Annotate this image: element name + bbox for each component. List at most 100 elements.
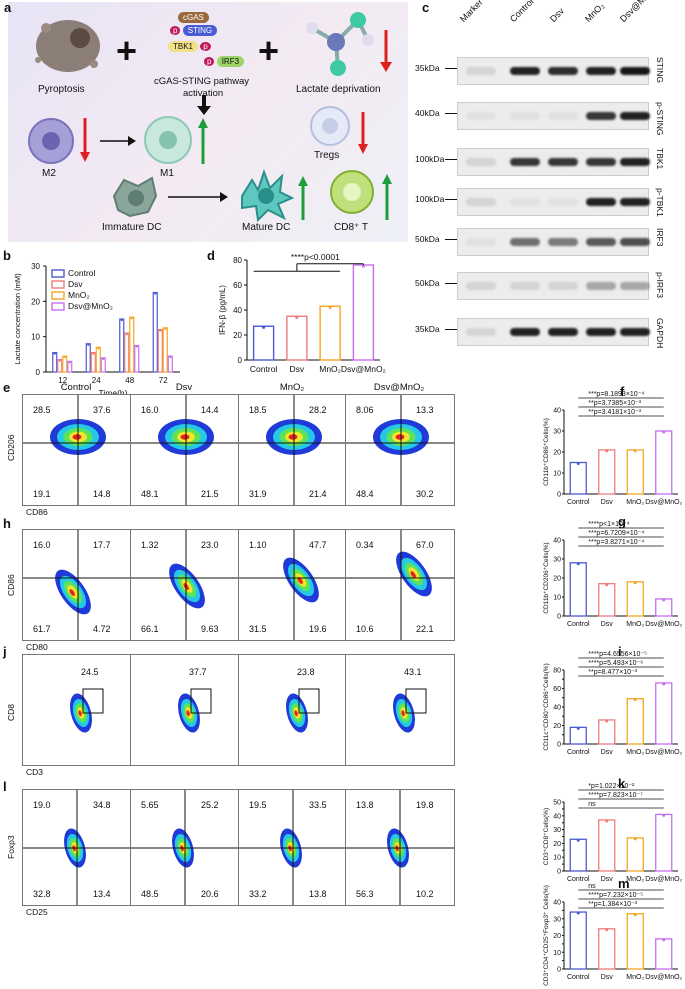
blot-band [620,67,650,75]
weight-tick [445,329,459,330]
blot-band [510,67,540,75]
blot-band [466,158,496,166]
protein-label: GAPDH [655,318,665,349]
flow-plot: 37.7 [130,654,240,766]
gate-box [405,688,427,714]
y-tick-label: 40 [553,900,561,907]
panel-letter: m [618,876,630,891]
density-layer [294,710,298,717]
flow-plot: 24.5 [22,654,132,766]
panel-letter: b [3,248,11,263]
y-axis-label: CD11b⁺CD206⁺Cells(%) [543,542,550,613]
quadrant-value: 4.72 [93,624,111,634]
sting-node: p STING [170,25,218,36]
blot-band [548,198,578,206]
y-tick-label: 10 [553,950,561,957]
quadrant-value: 14.8 [93,489,111,499]
quadrant-value: 31.5 [249,624,267,634]
gate-value: 23.8 [297,667,315,677]
quadrant-value: 28.5 [33,405,51,415]
quadrant-value: 14.4 [201,405,219,415]
x-tick-label: MnO₂ [626,876,644,883]
quadrant-value: 66.1 [141,624,159,634]
x-tick-label: MnO₂ [626,499,644,506]
blot-band [548,282,578,290]
phospho-marker: p [200,42,211,51]
density-blob [169,563,205,609]
panel-letter: l [3,779,7,794]
legend-swatch [51,280,65,289]
data-point [120,318,123,322]
bar [286,315,308,361]
column-title: Dsv [175,382,193,393]
quadrant-value: 31.9 [249,489,267,499]
quadrant-value: 48.4 [356,489,374,499]
density-blob [55,569,91,615]
flow-plot: 23.8 [238,654,348,766]
weight-tick [445,283,459,284]
flow-svg: 0.34 67.0 10.6 22.1 [346,530,454,640]
flow-plot: 16.0 14.4 48.1 21.5 [130,394,240,506]
blot-band [586,198,616,206]
quadrant-value: 19.8 [416,800,434,810]
plus-icon: + [116,30,138,71]
density-layer [395,434,405,440]
blot-membrane [457,188,650,216]
blot-band [586,67,616,75]
protein-label: p-STING [655,102,665,136]
data-point [633,913,637,917]
quadrant-value: 10.2 [416,889,434,899]
y-tick-label: 30 [553,827,561,834]
flow-plot: 19.0 34.8 32.8 13.4 [22,789,132,906]
x-tick-label: Control [567,749,590,756]
data-point [97,347,100,350]
density-layer [410,571,416,578]
y-axis-label: Foxp3 [6,834,16,859]
blot-band [466,282,496,290]
y-tick-label: 20 [31,297,40,306]
quadrant-value: 19.6 [309,624,327,634]
y-axis-label: IFN-β (pg/mL) [218,285,227,335]
flow-svg: 43.1 [393,667,427,733]
panel-letter: a [4,0,12,15]
x-tick-label: MnO₂ [626,974,644,981]
y-tick-label: 10 [31,333,40,342]
blot-band [510,198,540,206]
down-arrow-icon [197,95,211,115]
blot-band [510,112,540,120]
y-tick-label: 0 [557,967,561,974]
flow-svg: 16.0 17.7 61.7 4.72 [23,530,131,640]
blot-band [620,282,650,290]
quadrant-value: 48.1 [141,489,159,499]
density-layer [69,589,75,596]
density-layer [78,710,82,717]
flow-plot: 43.1 [345,654,455,766]
quadrant-value: 5.65 [141,800,159,810]
y-axis-label: CD3⁺CD8⁺Cells(%) [543,808,550,865]
flow-svg: 37.7 [178,667,212,733]
y-tick-label: 20 [233,331,242,340]
data-point [576,726,580,730]
bar [252,325,275,361]
legend-swatch [51,302,65,311]
data-point [576,911,580,915]
quadrant-value: 13.4 [93,889,111,899]
blot-band [548,238,578,246]
density-blob [178,693,200,733]
legend-label: MnO₂ [68,290,90,300]
panel-letter: i [618,644,622,659]
quadrant-value: 33.2 [249,889,267,899]
column-title: Dsv@MnO₂ [373,382,425,393]
bar [167,355,173,373]
flow-svg: 18.5 28.2 31.9 21.4 [239,395,347,505]
gate-box [82,688,104,714]
flow-svg: 19.5 33.5 33.2 13.8 [239,790,347,905]
bar [85,343,91,373]
lane-label: Dsv [547,5,566,25]
tbk1-node: TBK1 p [168,41,211,52]
data-point [87,343,90,346]
blot-membrane [457,272,650,300]
x-tick-label: 48 [125,376,134,385]
blot-band [466,67,496,75]
down-arrow-icon [80,118,90,162]
